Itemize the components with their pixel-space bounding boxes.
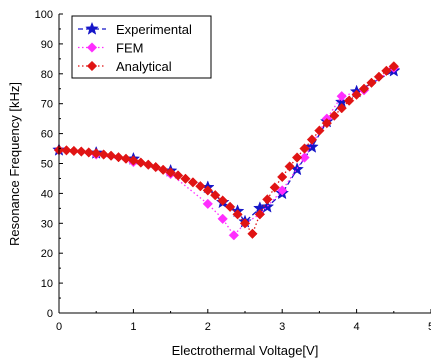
x-axis-label: Electrothermal Voltage[V]: [172, 343, 319, 358]
data-point: [299, 152, 310, 163]
data-point: [373, 71, 385, 82]
data-point: [224, 201, 236, 213]
axes: 0 10 20 30 40 50 60 70 80 90 100 0 1 2 3 4 5: [35, 9, 431, 333]
legend: Experimental FEM Analytical: [71, 15, 212, 79]
series-line: [58, 65, 395, 236]
data-point: [210, 190, 221, 201]
data-point: [388, 61, 399, 72]
y-tick-label: 50: [41, 159, 53, 171]
data-point: [277, 171, 288, 183]
data-point: [277, 185, 288, 196]
y-tick-label: 20: [41, 248, 53, 260]
data-point: [202, 185, 213, 196]
data-point: [165, 167, 176, 178]
data-point: [91, 148, 102, 159]
series-2: [53, 61, 399, 239]
y-tick-label: 40: [41, 188, 53, 200]
data-point: [291, 152, 303, 163]
y-tick-label: 60: [41, 129, 53, 141]
data-point: [217, 213, 228, 224]
x-tick-label: 1: [130, 321, 136, 333]
y-tick-label: 10: [41, 278, 53, 290]
series-1: [53, 62, 399, 241]
data-point: [358, 83, 370, 94]
data-point: [344, 95, 355, 106]
legend-label: Experimental: [116, 22, 192, 37]
x-tick-label: 0: [56, 321, 62, 333]
legend-marker: [85, 21, 99, 35]
data-point: [150, 161, 161, 173]
data-point: [260, 199, 275, 213]
y-tick-label: 80: [41, 69, 53, 81]
data-point: [217, 195, 228, 206]
x-tick-label: 4: [354, 321, 360, 333]
data-point: [120, 153, 132, 164]
data-point: [98, 149, 109, 160]
y-tick-label: 70: [41, 99, 53, 111]
data-point: [336, 103, 347, 114]
data-point: [239, 218, 251, 229]
data-point: [68, 145, 80, 157]
data-point: [299, 143, 310, 154]
data-point: [269, 182, 280, 193]
y-tick-label: 30: [41, 218, 53, 230]
data-point: [305, 139, 319, 153]
y-tick-label: 90: [41, 39, 53, 51]
data-point: [61, 145, 72, 156]
data-point: [113, 152, 124, 163]
data-point: [195, 181, 206, 192]
data-point: [247, 228, 258, 239]
series-0: [52, 63, 401, 228]
data-point: [76, 146, 87, 157]
series-layer: [52, 61, 401, 241]
data-point: [351, 89, 362, 100]
legend-item: Analytical: [78, 59, 172, 74]
data-point: [381, 65, 392, 76]
x-tick-label: 2: [205, 321, 211, 333]
legend-item: FEM: [78, 41, 143, 56]
x-tick-label: 3: [279, 321, 285, 333]
data-point: [314, 125, 325, 136]
data-point: [284, 161, 295, 172]
data-point: [232, 209, 243, 220]
data-point: [254, 209, 266, 220]
y-tick-label: 0: [47, 308, 53, 320]
data-point: [187, 177, 199, 188]
data-point: [135, 157, 146, 168]
data-point: [228, 230, 239, 241]
legend-marker: [86, 60, 98, 72]
y-tick-label: 100: [35, 9, 53, 21]
legend-marker: [86, 42, 98, 53]
data-point: [321, 117, 332, 129]
data-point: [329, 110, 340, 121]
data-point: [128, 155, 139, 166]
data-point: [336, 91, 347, 102]
data-point: [83, 147, 94, 158]
data-point: [306, 134, 318, 145]
data-point: [262, 194, 273, 205]
y-axis-label: Resonance Frequency [kHz]: [7, 82, 22, 246]
data-point: [105, 150, 117, 161]
legend-label: Analytical: [116, 59, 172, 74]
data-point: [202, 198, 213, 210]
legend-label: FEM: [116, 41, 143, 56]
x-tick-label: 5: [428, 321, 431, 333]
data-point: [180, 173, 191, 184]
data-point: [172, 170, 184, 181]
data-point: [366, 77, 377, 88]
data-point: [158, 164, 169, 175]
legend-item: Experimental: [78, 21, 192, 37]
